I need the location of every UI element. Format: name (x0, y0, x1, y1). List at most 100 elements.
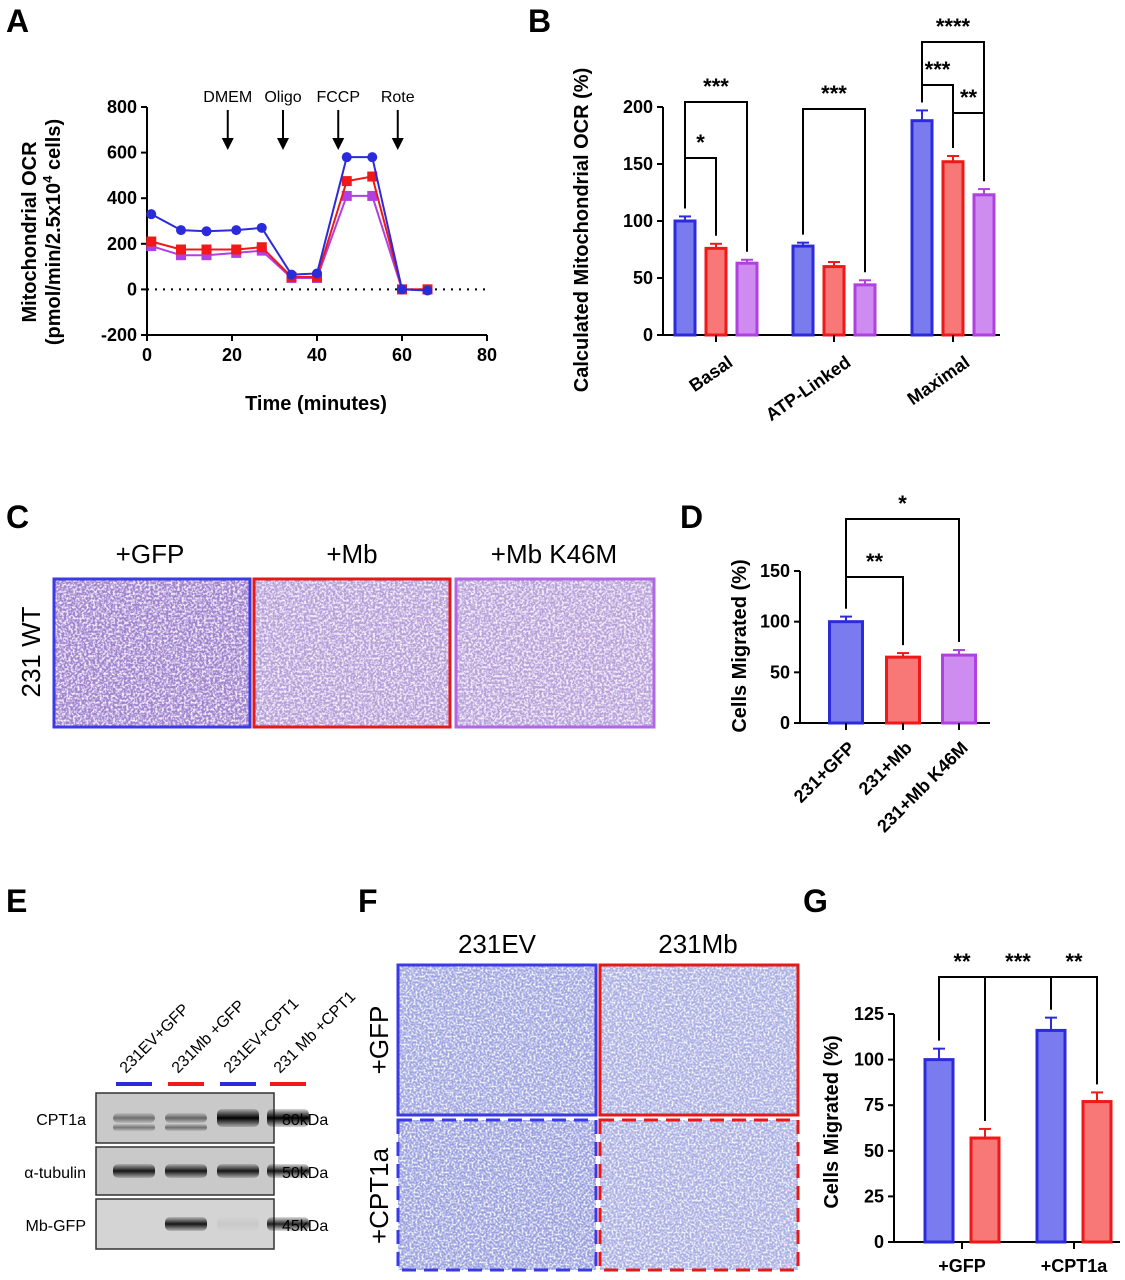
panel-label-g: G (803, 883, 828, 919)
panel-b-bar (735, 261, 759, 337)
panel-d-ylabel: Cells Migrated (%) (729, 559, 751, 732)
panel-e-band (165, 1113, 207, 1123)
panel-a-data-point (341, 176, 352, 187)
panel-g-bar (923, 1058, 955, 1244)
panel-c-col-mb: +Mb (326, 539, 377, 569)
panel-a-data-point (367, 171, 378, 182)
panel-a-data-point (256, 222, 267, 233)
panel-a-ylabel-tail: cells) (43, 119, 65, 176)
panel-a-data-point (422, 285, 433, 296)
panel-a-ytick-label: -200 (101, 325, 137, 345)
panel-d-bar (941, 653, 977, 725)
panel-e-band (267, 1109, 309, 1127)
panel-b-bar (910, 119, 934, 337)
panel-c-image-mbk46m (454, 577, 656, 729)
panel-c-migration-images: 231 WT +GFP +Mb +Mb K46M (16, 539, 656, 729)
panel-a-xtick-label: 60 (392, 345, 412, 365)
panel-g-ytick-label: 100 (854, 1050, 884, 1070)
panel-a-xtick-label: 80 (477, 345, 497, 365)
panel-d-ytick-label: 150 (760, 561, 790, 581)
panel-a-injection-arrow-head (391, 138, 404, 150)
panel-b-ylabel: Calculated Mitochondrial OCR (%) (571, 68, 593, 392)
panel-b-sig-bracket (921, 41, 985, 182)
panel-e-band (165, 1164, 207, 1178)
panel-f-col-231ev: 231EV (458, 929, 537, 959)
panel-b-ytick-label: 100 (623, 211, 653, 231)
panel-b-bar (704, 246, 728, 337)
panel-b-xtick-label: Maximal (904, 352, 974, 409)
panel-a-data-point (231, 244, 242, 255)
panel-g-ytick-label: 125 (854, 1004, 884, 1024)
panel-a-data-point (146, 209, 157, 220)
panel-label-f: F (358, 883, 378, 919)
panel-a-ytick-label: 600 (107, 143, 137, 163)
panel-e-band-label: Mb-GFP (26, 1218, 86, 1235)
panel-b-sig-label: **** (936, 14, 971, 39)
panel-a-data-point (201, 226, 212, 237)
panel-f-migration-images: 231EV 231Mb +GFP +CPT1a (364, 929, 800, 1272)
panel-b-bar (941, 160, 965, 337)
panel-a-data-point (176, 250, 186, 261)
panel-a-injection-arrow-head (332, 138, 345, 150)
panel-g-bar (1081, 1100, 1113, 1244)
panel-c-row-label: 231 WT (16, 606, 46, 697)
panel-e-band (113, 1164, 155, 1178)
panel-a-data-point (231, 225, 242, 236)
panel-d-xtick-label: 231+GFP (790, 738, 859, 807)
panel-a-ylabel-line2: (pmol/min/2.5x104 cells) (40, 119, 65, 345)
panel-a-ytick-label: 800 (107, 97, 137, 117)
panel-a-data-point (341, 190, 352, 201)
panel-e-band (267, 1217, 309, 1231)
panel-a-ylabel-sup: 4 (40, 175, 55, 183)
panel-a-ylabel-main: (pmol/min/2.5x10 (43, 183, 65, 345)
panel-g-ytick-label: 25 (864, 1186, 884, 1206)
panel-b-sig-label: ** (960, 85, 978, 110)
panel-f-col-231mb: 231Mb (658, 929, 738, 959)
panel-g-sig-label: *** (1005, 949, 1031, 974)
panel-label-c: C (6, 499, 29, 535)
panel-a-data-point (286, 269, 297, 280)
panel-d-bar (885, 655, 921, 725)
panel-b-ytick-label: 50 (633, 268, 653, 288)
panel-e-band-label: α-tubulin (24, 1165, 86, 1182)
panel-a-xtick-label: 40 (307, 345, 327, 365)
panel-d-ytick-label: 100 (760, 612, 790, 632)
panel-g-ytick-label: 50 (864, 1141, 884, 1161)
panel-d-ytick-label: 0 (780, 713, 790, 733)
panel-b-bar (673, 219, 697, 337)
panel-a-data-point (256, 242, 267, 253)
panel-b-sig-bracket (802, 108, 866, 273)
panel-a-xlabel: Time (minutes) (245, 393, 387, 415)
panel-b-xtick-label: ATP-Linked (762, 352, 854, 425)
panel-a-data-point (397, 284, 407, 295)
panel-b-bar-chart: Calculated Mitochondrial OCR (%) 0 50 100 1… (571, 14, 1000, 425)
panel-g-bar-chart: Cells Migrated (%) 0 25 50 75 100 125 +GFP +CPT… (821, 949, 1120, 1276)
panel-a-injection-label: DMEM (203, 89, 252, 106)
panel-a-injection-arrow-head (221, 138, 234, 150)
panel-g-ytick-label: 0 (874, 1232, 884, 1252)
panel-a-ytick-label: 200 (107, 234, 137, 254)
panel-e-band-label: CPT1a (36, 1112, 86, 1129)
panel-a-data-point (341, 152, 352, 163)
panel-b-bar (791, 244, 815, 337)
panel-g-bar (969, 1136, 1001, 1244)
panel-b-ytick-label: 200 (623, 97, 653, 117)
panel-b-sig-label: *** (925, 57, 951, 82)
panel-e-band (217, 1164, 259, 1178)
panel-a-injection-label: Oligo (264, 89, 301, 106)
panel-a-data-point (367, 190, 378, 201)
panel-e-band (165, 1124, 207, 1131)
panel-d-bar-chart: Cells Migrated (%) 050100150231+GFP231+M… (729, 491, 990, 836)
panel-label-d: D (680, 499, 703, 535)
panel-label-b: B (528, 3, 551, 39)
panel-a-data-point (201, 250, 212, 261)
panel-a-data-point (176, 225, 186, 236)
panel-b-sig-label: * (696, 130, 705, 155)
panel-b-xtick-label: Basal (685, 352, 736, 396)
panel-c-image-mb (252, 577, 452, 729)
panel-g-sig-label: ** (1065, 949, 1083, 974)
panel-f-image-ev-gfp (396, 963, 598, 1117)
panel-c-col-mbk46m: +Mb K46M (491, 539, 617, 569)
